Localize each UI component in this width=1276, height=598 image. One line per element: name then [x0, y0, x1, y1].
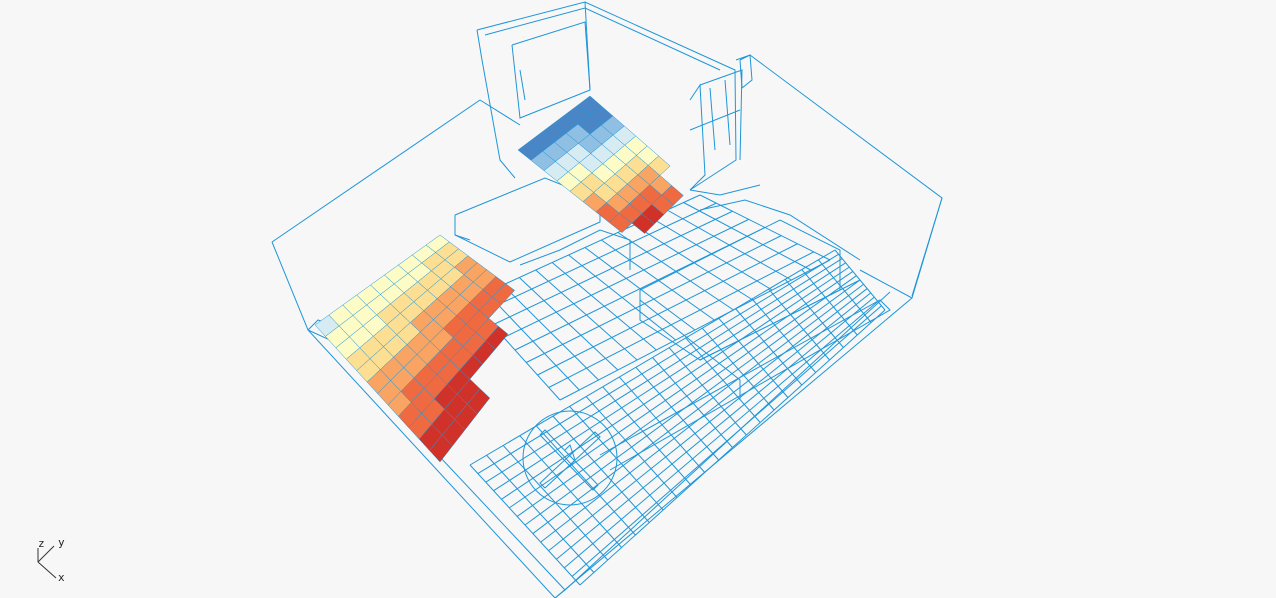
axis-y-label: y: [58, 536, 65, 549]
fan-ring: [522, 410, 618, 506]
axis-triad: z y x: [30, 532, 80, 588]
floor-edge: [554, 589, 566, 598]
cabinet-edge: [689, 109, 741, 131]
cabinet-edge: [476, 1, 737, 191]
contour-surface-small: [517, 95, 684, 234]
grid-line: [563, 301, 879, 569]
contour-surface-large: [314, 234, 516, 463]
wall-edge: [699, 199, 861, 261]
grid-line: [477, 253, 839, 474]
fan-circle: [522, 410, 618, 506]
floor-mesh-grid: [469, 194, 886, 586]
cabinet-edge: [689, 83, 706, 191]
wall-edge: [859, 269, 913, 299]
cabinet-edge: [724, 79, 731, 146]
grid-line: [556, 296, 875, 560]
table-edge: [639, 299, 741, 400]
cabinet-edge: [484, 7, 721, 71]
grid-line: [492, 210, 733, 326]
table-edge: [699, 279, 861, 361]
grid-line: [532, 283, 864, 534]
grid-line: [540, 288, 868, 543]
axis-triad-icon: [37, 545, 57, 579]
grid-line: [493, 262, 846, 492]
desk-edge: [454, 234, 471, 241]
grid-line: [526, 235, 782, 363]
grid-line: [469, 249, 836, 466]
wall-edge: [911, 197, 943, 297]
axis-x-label: x: [58, 571, 65, 584]
grid-line: [503, 218, 749, 338]
contour-cell: [466, 388, 491, 415]
cabinet-edge: [709, 87, 716, 151]
grid-line: [537, 243, 798, 376]
wall-edge: [271, 99, 481, 243]
axis-z-label: z: [38, 537, 45, 550]
grid-line: [509, 271, 854, 509]
contour-cell: [491, 283, 516, 305]
shelf-edge: [599, 299, 891, 471]
cabinet-edge: [699, 69, 743, 161]
grid-line: [571, 305, 882, 577]
grid-line: [559, 259, 831, 401]
cabinet-edge: [511, 21, 591, 119]
grid-line: [548, 251, 814, 388]
cabinet-edge: [476, 29, 516, 179]
cabinet-edge: [584, 1, 591, 91]
cabinet-edge: [519, 69, 526, 101]
grid-line: [481, 202, 717, 313]
grid-line: [524, 279, 861, 526]
grid-line: [485, 258, 843, 483]
wall-edge: [479, 99, 521, 126]
grid-line: [516, 275, 857, 517]
contour-cell: [661, 185, 684, 206]
desk-edge: [519, 229, 631, 270]
fan-blade: [539, 429, 599, 491]
grid-line: [501, 266, 850, 500]
fan-hub: [564, 444, 576, 467]
contour-cell: [647, 155, 671, 176]
grid-line: [579, 309, 886, 586]
grid-line: [548, 292, 872, 552]
contour-cell: [485, 325, 509, 350]
grid-line: [514, 227, 766, 351]
fan-blade: [539, 431, 601, 489]
wall-edge: [689, 184, 761, 196]
